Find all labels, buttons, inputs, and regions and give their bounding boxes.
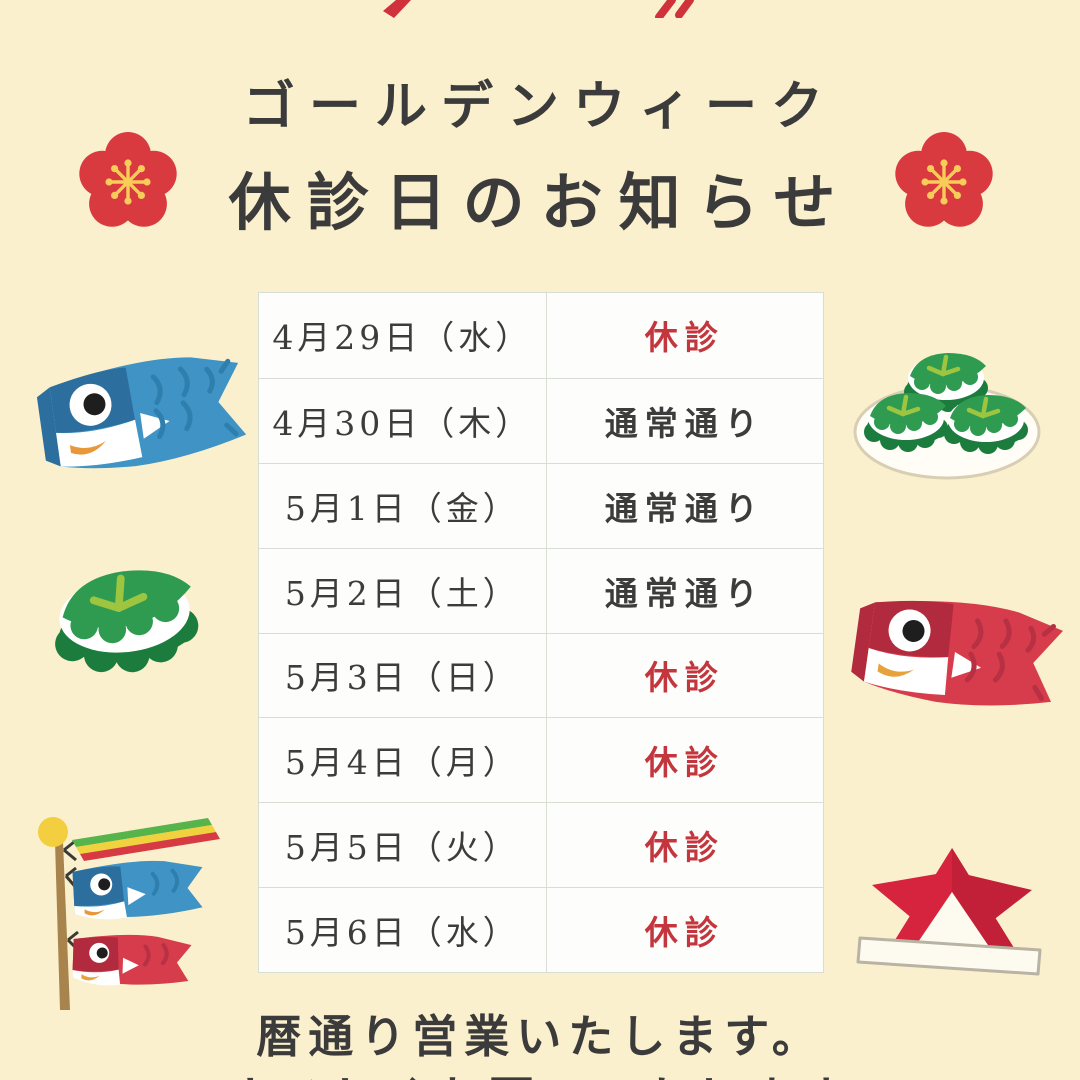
top-cutoff-mark-right-icon: [655, 0, 694, 18]
status-cell: 休診: [644, 318, 725, 358]
schedule-table: 4月29日（水） 休診 4月30日（木） 通常通り 5月1日（金） 通常通り 5…: [258, 292, 824, 973]
status-cell: 通常通り: [604, 488, 765, 528]
footer-note-line2: よろしくお願いいたします: [0, 1062, 1080, 1080]
poster-title-line1: ゴールデンウィーク: [242, 77, 837, 137]
date-cell: 5月3日（日）: [259, 633, 547, 718]
date-cell: 5月1日（金）: [259, 463, 547, 548]
plum-blossom-right-icon: [895, 132, 993, 227]
table-row: 5月2日（土） 通常通り: [259, 547, 823, 633]
table-row: 5月5日（火） 休診: [259, 802, 823, 888]
kashiwa-mochi-plate-icon: [853, 353, 1041, 480]
table-row: 5月1日（金） 通常通り: [259, 462, 823, 548]
plum-blossom-left-icon: [79, 132, 177, 227]
status-cell: 通常通り: [604, 403, 765, 443]
date-cell: 5月2日（土）: [259, 548, 547, 633]
table-row: 5月4日（月） 休診: [259, 717, 823, 803]
status-cell: 休診: [644, 913, 725, 953]
blue-koinobori-icon: [36, 357, 247, 469]
koinobori-pole-icon: [38, 817, 220, 1010]
status-cell: 休診: [644, 743, 725, 783]
status-cell: 休診: [644, 658, 725, 698]
status-cell: 休診: [644, 828, 725, 868]
red-koinobori-icon: [851, 600, 1063, 706]
table-row: 4月29日（水） 休診: [259, 293, 823, 378]
date-cell: 4月30日（木）: [259, 378, 547, 463]
status-cell: 通常通り: [604, 573, 765, 613]
date-cell: 5月6日（水）: [259, 888, 547, 972]
table-row: 5月3日（日） 休診: [259, 632, 823, 718]
top-cutoff-mark-left-icon: [383, 0, 411, 18]
kashiwa-mochi-single-icon: [55, 570, 199, 673]
date-cell: 5月4日（月）: [259, 718, 547, 803]
poster-title-line2: 休診日のお知らせ: [228, 166, 852, 239]
date-cell: 4月29日（水）: [259, 293, 547, 378]
origami-kabuto-icon: [856, 848, 1042, 976]
table-row: 5月6日（水） 休診: [259, 887, 823, 972]
table-row: 4月30日（木） 通常通り: [259, 377, 823, 463]
date-cell: 5月5日（火）: [259, 803, 547, 888]
footer-note-line1: 暦通り営業いたします。: [256, 1010, 824, 1063]
